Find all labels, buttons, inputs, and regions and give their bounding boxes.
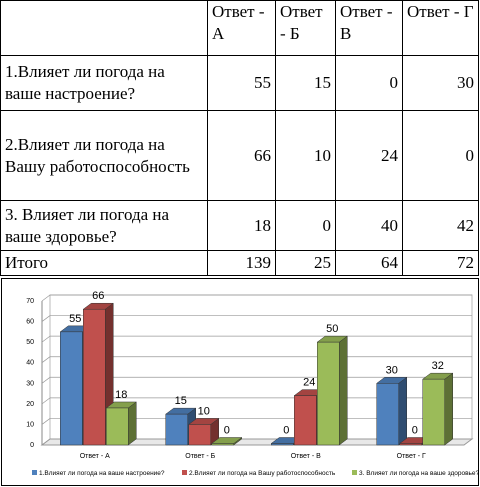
grid-line xyxy=(41,356,51,363)
y-tick-label: 10 xyxy=(26,421,34,428)
cell: 72 xyxy=(402,250,479,276)
bar-front xyxy=(211,443,234,446)
cell: 40 xyxy=(335,200,403,251)
data-label: 18 xyxy=(115,389,127,401)
legend-label: 3. Влияет ли погода на ваше здоровье? xyxy=(359,470,479,477)
bar xyxy=(376,376,408,446)
data-label: 0 xyxy=(224,425,230,437)
data-label: 55 xyxy=(69,313,81,325)
cell: 18 xyxy=(207,200,276,251)
row-label: 1.Влияет ли погода на ваше настроение? xyxy=(0,55,208,111)
cell: 25 xyxy=(275,250,336,276)
data-label: 30 xyxy=(386,364,398,376)
grid-line xyxy=(41,335,51,343)
header-cell: Ответ - Б xyxy=(275,0,336,56)
data-label: 0 xyxy=(412,425,418,437)
data-label: 0 xyxy=(283,425,289,437)
bar-side xyxy=(128,401,137,446)
data-label: 66 xyxy=(92,290,104,302)
row-label: 3. Влияет ли погода на ваше здоровье? xyxy=(0,200,208,251)
header-cell: Ответ - Г xyxy=(402,0,479,56)
cell: 24 xyxy=(335,110,403,201)
x-tick-label: Ответ - Г xyxy=(397,453,426,460)
grid-line xyxy=(41,315,51,322)
grid-line xyxy=(41,438,51,446)
cell: 66 xyxy=(207,110,276,201)
cell: 15 xyxy=(275,55,336,111)
bar-side xyxy=(444,372,453,446)
data-label: 10 xyxy=(198,405,210,417)
data-label: 32 xyxy=(432,360,444,372)
survey-table: Ответ - А Ответ - Б Ответ - В Ответ - Г … xyxy=(0,0,479,276)
bar xyxy=(422,372,454,446)
bar-front xyxy=(106,407,129,446)
y-tick-label: 50 xyxy=(26,339,34,346)
cell: 0 xyxy=(335,55,403,111)
bar-front xyxy=(165,413,188,446)
legend-label: 2.Влияет ли погода на Вашу работоспособн… xyxy=(189,469,336,477)
grid-line xyxy=(41,397,51,405)
bar-front xyxy=(399,443,422,446)
data-label: 24 xyxy=(303,377,315,389)
cell: 10 xyxy=(275,110,336,201)
y-tick-label: 20 xyxy=(26,401,34,408)
legend-label: 1.Влияет ли погода на ваше настроение? xyxy=(39,470,165,477)
bar-side xyxy=(339,335,348,446)
bar xyxy=(316,335,348,446)
x-tick-label: Ответ - А xyxy=(80,453,110,460)
bar xyxy=(211,437,243,446)
y-tick-label: 0 xyxy=(30,442,34,449)
x-tick-label: Ответ - Б xyxy=(185,453,215,460)
row-label: 2.Влияет ли погода на Вашу работоспособн… xyxy=(0,110,208,201)
header-cell: Ответ - В xyxy=(335,0,403,56)
legend-swatch xyxy=(32,470,37,475)
y-tick-label: 70 xyxy=(26,298,34,305)
cell: 139 xyxy=(207,250,276,276)
cell: 0 xyxy=(275,200,336,251)
bar-front xyxy=(317,341,340,446)
bar-side xyxy=(398,376,407,446)
corner-cell xyxy=(0,0,208,56)
cell: 64 xyxy=(335,250,403,276)
legend-swatch xyxy=(352,470,357,475)
header-cell: Ответ - А xyxy=(207,0,276,56)
data-label: 50 xyxy=(326,323,338,335)
bar-front xyxy=(188,424,211,446)
grid-line xyxy=(41,294,51,302)
cell: 42 xyxy=(402,200,479,251)
chart: 0 10 20 30 40 50 60 70 Ответ - А 55 66 18 Ответ - Б 1… xyxy=(1,278,479,486)
bar-front xyxy=(294,395,317,446)
cell: 30 xyxy=(402,55,479,111)
bar-front xyxy=(271,443,294,446)
bar-front xyxy=(83,308,106,446)
data-label: 15 xyxy=(175,395,187,407)
legend-swatch xyxy=(182,470,187,475)
grid-line xyxy=(41,377,51,384)
bar-front xyxy=(376,383,399,446)
cell: 0 xyxy=(402,110,479,201)
grid-line xyxy=(41,418,51,425)
x-tick-label: Ответ - В xyxy=(291,453,321,460)
y-tick-label: 30 xyxy=(26,380,34,387)
bar-front xyxy=(60,331,83,446)
bar-front xyxy=(422,378,445,446)
y-tick-label: 60 xyxy=(26,319,34,326)
cell: 55 xyxy=(207,55,276,111)
row-label: Итого xyxy=(0,250,208,276)
bar xyxy=(105,401,137,446)
bar xyxy=(188,417,220,446)
y-tick-label: 40 xyxy=(26,360,34,367)
